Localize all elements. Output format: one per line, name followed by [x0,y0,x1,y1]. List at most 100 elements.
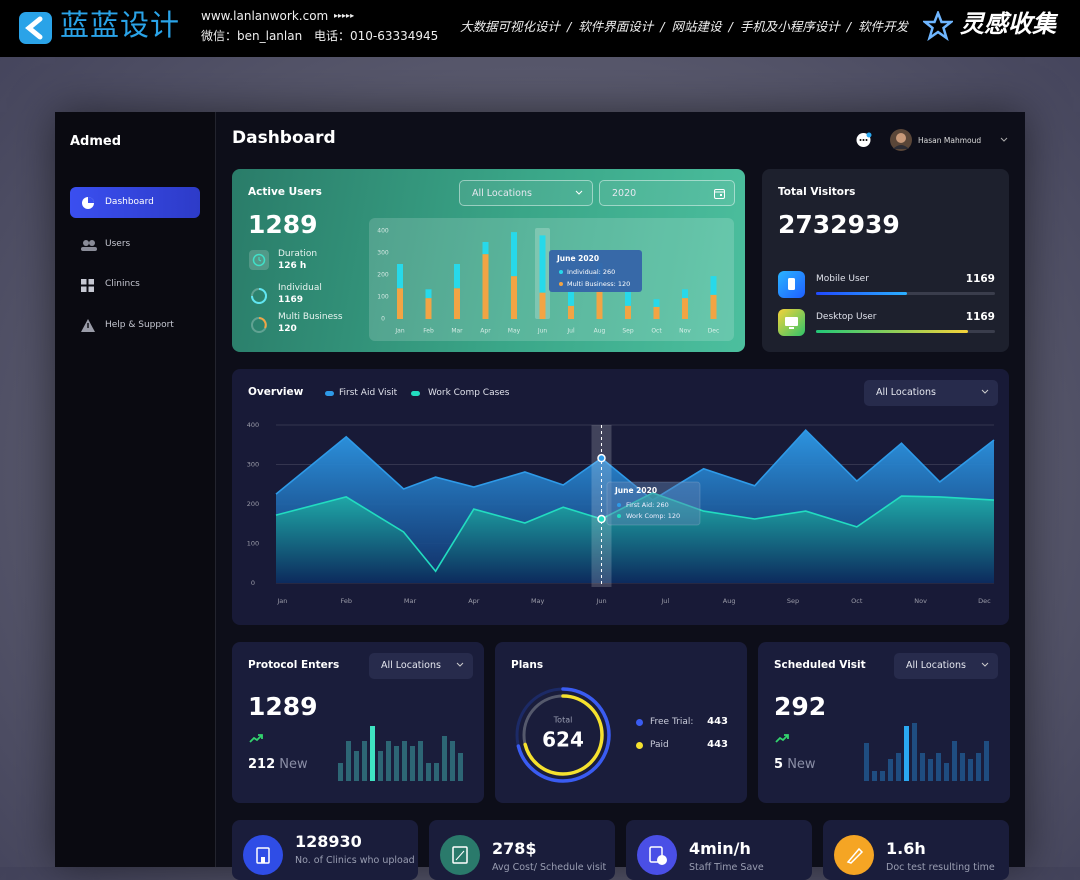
sidebar-item[interactable]: Clinincs [105,279,140,289]
x-tick-label: Jan [276,597,287,605]
desktop-icon [778,309,805,336]
bar-segment [682,298,688,319]
user-caret[interactable] [1000,137,1008,143]
mini-bar [880,771,885,781]
sidebar-item[interactable]: Users [105,239,131,249]
mini-bar [402,741,407,781]
sidebar-item[interactable]: Help & Support [105,320,174,330]
tooltip-line: First Aid: 260 [626,501,669,509]
year-dropdown[interactable]: 2020 [599,180,735,206]
help-icon [81,319,95,332]
tooltip-line: Individual: 260 [567,268,615,276]
mini-bar [362,741,367,781]
row-label: Desktop User [816,312,877,322]
x-tick-label: Feb [340,597,352,605]
x-tick-label: May [508,328,521,335]
dropdown-caret [456,662,464,667]
mini-bar [944,763,949,781]
brand-name: 蓝蓝设计 [60,8,181,42]
dropdown-label: All Locations [876,387,936,398]
x-tick-label: Jun [595,597,606,605]
x-tick-label: Jun [537,328,548,335]
y-tick-label: 200 [377,272,389,279]
legend-swatch [411,391,420,396]
tooltip-title: June 2020 [556,254,599,263]
card-title: Total Visitors [778,186,856,198]
dropdown-label: All Locations [906,660,966,671]
y-tick-label: 100 [247,540,259,548]
y-tick-label: 0 [251,579,255,587]
new-label: New [787,757,816,772]
mobile-icon [778,271,805,298]
individual-ring [251,288,267,304]
hover-marker [597,514,606,524]
trend-icon [249,734,263,743]
mini-bar [952,741,957,781]
stat-label: Doc test resulting time [886,862,995,873]
mini-bar [378,751,383,781]
bar-segment [710,294,717,319]
bar-segment [454,264,460,289]
calendar-icon [714,189,725,199]
brand-logo [19,12,52,44]
nav-item[interactable]: 大数据可视化设计 [460,19,561,34]
bar-segment [511,276,517,319]
x-tick-label: Jan [394,328,404,335]
mini-bar [968,759,973,781]
stat-label: Duration [278,249,318,259]
nav-separator: / [846,19,851,34]
overview-chart: 0 100 200 300 400 Jan Feb Mar Apr May Jun Jul Aug Sep… [247,421,995,605]
bar-segment [482,254,489,319]
chat-icon[interactable] [856,132,872,148]
mini-bar [386,741,391,781]
sidebar-item[interactable]: Dashboard [105,197,154,207]
multi-business-ring [251,317,267,333]
x-tick-label: Dec [978,597,991,605]
banner-arrows: ▸▸▸▸▸ [334,11,355,20]
mini-bar [984,741,989,781]
nav-separator: / [660,19,665,34]
dropdown-caret [575,190,583,195]
mini-bar [912,723,917,781]
avatar[interactable] [889,128,913,152]
mini-bar [434,763,439,781]
page-title: Dashboard [232,128,336,148]
nav-item[interactable]: 手机及小程序设计 [739,19,840,34]
legend-value: 443 [707,739,728,750]
mini-bar [458,753,463,781]
legend-label[interactable]: First Aid Visit [339,388,398,398]
card-title: Plans [511,659,544,671]
tooltip [549,250,642,292]
mini-bar [450,741,455,781]
dropdown-label: All Locations [381,660,441,671]
mini-bar [346,741,351,781]
dropdown-caret [981,662,989,667]
legend-label[interactable]: Work Comp Cases [428,388,510,398]
row-label: Mobile User [816,274,869,284]
location-dropdown[interactable]: All Locations [459,180,593,206]
bar-segment [397,288,403,319]
app-name: Admed [70,134,122,149]
plans-donut: Total 624 [515,687,611,783]
nav-item[interactable]: 软件开发 [857,19,908,34]
mini-bar [928,759,933,781]
tooltip-dot [617,503,621,507]
mini-bar [920,753,925,781]
new-count: 212 New [248,758,308,771]
x-tick-label: Feb [423,328,434,335]
mini-bar [872,771,877,781]
nav-item[interactable]: 软件界面设计 [578,19,654,34]
user-name[interactable]: Hasan Mahmoud [918,136,982,145]
banner-wechat: 微信：ben_lanlan [201,29,303,43]
location-dropdown[interactable]: All Locations [864,380,998,406]
progress-fill [816,292,908,295]
mini-bar [442,736,447,781]
mini-bar [354,751,359,781]
location-dropdown[interactable]: All Locations [369,653,473,679]
card-title: Overview [248,386,304,398]
stat-value: 1.6h [886,839,926,858]
location-dropdown[interactable]: All Locations [894,653,998,679]
nav-separator: / [567,19,572,34]
nav-item[interactable]: 网站建设 [671,19,722,34]
row-value: 1169 [965,273,995,285]
